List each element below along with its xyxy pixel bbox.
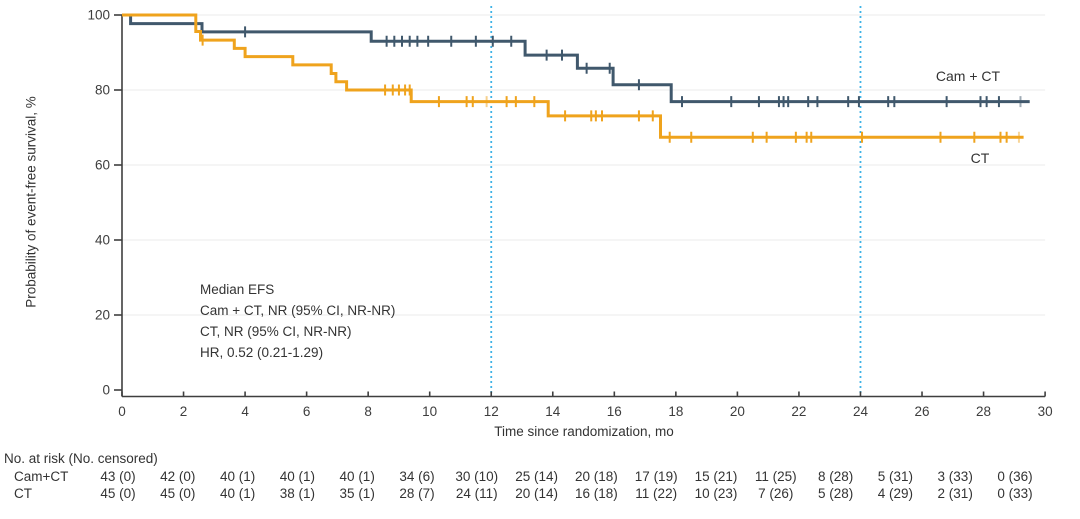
risk-value: 20 (14) [515, 486, 558, 501]
risk-value: 11 (25) [754, 469, 797, 484]
risk-value: 45 (0) [160, 486, 196, 501]
x-tick-label-4: 4 [241, 404, 249, 419]
risk-value: 40 (1) [219, 486, 256, 501]
y-tick-label-0: 0 [102, 383, 110, 398]
risk-value: 40 (1) [219, 469, 256, 484]
x-tick-label-24: 24 [853, 404, 869, 419]
risk-value: 45 (0) [100, 486, 136, 501]
annotation-line-ct: CT, NR (95% CI, NR-NR) [200, 324, 352, 339]
risk-row-label: CT [14, 486, 32, 501]
risk-value: 20 (18) [575, 469, 618, 484]
y-tick-label-20: 20 [95, 308, 110, 323]
curve-label-ct: CT [970, 150, 990, 166]
risk-row-label: Cam+CT [14, 469, 69, 484]
km-curve-cam-ct [122, 13, 1030, 104]
risk-value: 34 (6) [399, 469, 435, 484]
x-tick-label-14: 14 [545, 404, 561, 419]
risk-value: 11 (22) [635, 486, 678, 501]
risk-value: 28 (7) [399, 486, 435, 501]
risk-value: 7 (26) [758, 486, 794, 501]
x-tick-label-8: 8 [364, 404, 372, 419]
x-tick-label-2: 2 [180, 404, 188, 419]
risk-value: 15 (21) [694, 469, 738, 484]
risk-value: 16 (18) [575, 486, 618, 501]
censor-ticks-ct [201, 34, 1020, 143]
risk-value: 0 (36) [997, 469, 1033, 484]
median-efs-annotation: Median EFS Cam + CT, NR (95% CI, NR-NR) … [200, 279, 395, 363]
risk-value: 8 (28) [817, 469, 854, 484]
risk-value: 38 (1) [279, 486, 316, 501]
risk-table-header: No. at risk (No. censored) [4, 451, 158, 466]
km-curve-ct [122, 13, 1024, 139]
x-tick-label-10: 10 [422, 404, 437, 419]
x-tick-label-20: 20 [730, 404, 745, 419]
y-tick-label-60: 60 [95, 158, 110, 173]
risk-value: 5 (28) [817, 486, 854, 501]
x-tick-label-6: 6 [303, 404, 311, 419]
risk-value: 35 (1) [339, 486, 375, 501]
x-tick-label-18: 18 [668, 404, 683, 419]
risk-row-ct: CT 45 (0) 45 (0) 40 (1) 38 (1) 35 (1) 28 (7) 2… [0, 486, 1080, 501]
y-tick-label-40: 40 [95, 233, 110, 248]
x-tick-label-12: 12 [484, 404, 499, 419]
risk-value: 0 (33) [997, 486, 1033, 501]
risk-value: 5 (31) [877, 469, 914, 484]
axes [114, 14, 1046, 398]
x-tick-label-22: 22 [791, 404, 806, 419]
x-tick-label-30: 30 [1038, 404, 1053, 419]
risk-value: 10 (23) [694, 486, 738, 501]
y-tick-label-80: 80 [95, 83, 110, 98]
risk-value: 2 (31) [937, 486, 973, 501]
risk-value: 25 (14) [515, 469, 558, 484]
gridlines [122, 14, 1046, 316]
risk-value: 30 (10) [455, 469, 499, 484]
curve-label-cam-ct: Cam + CT [935, 68, 1001, 84]
annotation-line-hr: HR, 0.52 (0.21-1.29) [200, 345, 324, 360]
x-axis-title: Time since randomization, mo [494, 424, 674, 439]
risk-value: 3 (33) [937, 469, 973, 484]
y-tick-label-100: 100 [87, 8, 110, 23]
x-tick-label-28: 28 [976, 404, 991, 419]
risk-row-cam-ct: Cam+CT 43 (0) 42 (0) 40 (1) 40 (1) 40 (1) 34 … [0, 469, 1080, 484]
annotation-line-median-efs: Median EFS [200, 282, 275, 297]
risk-value: 43 (0) [100, 469, 136, 484]
annotation-line-cam-ct: Cam + CT, NR (95% CI, NR-NR) [200, 303, 396, 318]
x-tick-label-0: 0 [118, 404, 126, 419]
censor-ticks-cam-ct [244, 26, 1022, 108]
risk-value: 17 (19) [634, 469, 678, 484]
risk-value: 4 (29) [877, 486, 914, 501]
risk-value: 40 (1) [339, 469, 375, 484]
risk-value: 40 (1) [279, 469, 316, 484]
y-axis-title: Probability of event-free survival, % [23, 96, 39, 308]
risk-value: 42 (0) [160, 469, 196, 484]
x-tick-label-26: 26 [915, 404, 930, 419]
risk-value: 24 (11) [455, 486, 498, 501]
x-tick-label-16: 16 [607, 404, 622, 419]
